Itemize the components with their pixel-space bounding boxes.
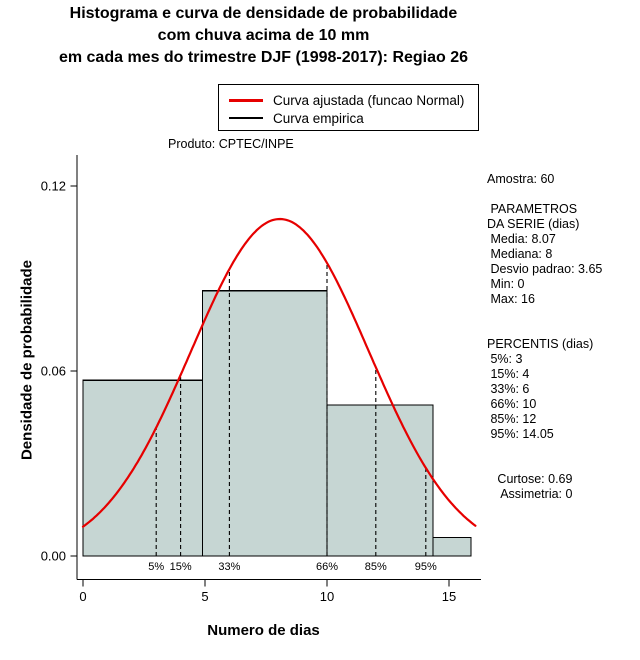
stats-line: Max: 16 (487, 292, 535, 306)
y-tick-label: 0.12 (41, 179, 66, 194)
stats-line: 66%: 10 (487, 397, 537, 411)
stats-line: 95%: 14.05 (487, 427, 554, 441)
y-tick-label: 0.00 (41, 549, 66, 564)
stats-line: Assimetria: 0 (487, 487, 573, 501)
percentile-label: 15% (170, 561, 192, 573)
stats-line (487, 457, 602, 472)
stats-line: Mediana: 8 (487, 247, 553, 261)
stats-line (487, 442, 602, 457)
stats-line (487, 307, 602, 322)
y-tick-label: 0.06 (41, 364, 66, 379)
stats-line: 15%: 4 (487, 367, 530, 381)
stats-line: 5%: 3 (487, 352, 523, 366)
stats-line (487, 187, 602, 202)
stats-line: 33%: 6 (487, 382, 530, 396)
percentile-label: 95% (415, 561, 437, 573)
legend-label-empirical-curve: Curva empirica (273, 110, 364, 126)
x-tick-label: 10 (320, 589, 334, 604)
stats-line: PARAMETROS (487, 202, 578, 216)
x-tick-label: 0 (79, 589, 86, 604)
stats-line: Desvio padrao: 3.65 (487, 262, 603, 276)
chart-title-line-2: com chuva acima de 10 mm (157, 27, 370, 44)
percentile-label: 33% (218, 561, 240, 573)
chart-title: Histograma e curva de densidade de proba… (0, 3, 527, 69)
stats-line: Curtose: 0.69 (487, 472, 573, 486)
percentile-label: 85% (365, 561, 387, 573)
y-axis-label: Densidade de probabilidade (18, 259, 36, 461)
x-axis-label: Numero de dias (207, 622, 320, 639)
stats-line: 85%: 12 (487, 412, 537, 426)
histogram-bar (432, 536, 472, 557)
histogram-bar (326, 404, 434, 557)
histogram-bar (82, 379, 204, 557)
legend-label-fitted-curve: Curva ajustada (funcao Normal) (273, 92, 465, 108)
fitted-curve-line-swatch (229, 98, 263, 102)
chart-title-line-3: em cada mes do trimestre DJF (1998-2017)… (58, 49, 469, 66)
chart-title-line-1: Histograma e curva de densidade de proba… (69, 5, 458, 22)
stats-line: DA SERIE (dias) (487, 217, 580, 231)
stats-line: PERCENTIS (dias) (487, 337, 594, 351)
stats-line (487, 322, 602, 337)
percentile-label: 66% (316, 561, 338, 573)
stats-panel: Amostra: 60 PARAMETROS DA SERIE (dias) Me… (487, 172, 602, 502)
legend: Curva ajustada (funcao Normal) Curva emp… (218, 84, 479, 131)
empirical-curve-line-swatch (229, 117, 263, 119)
x-tick-label: 15 (442, 589, 456, 604)
normal-curve (81, 217, 477, 528)
stats-line: Amostra: 60 (487, 172, 555, 186)
percentile-label: 5% (148, 561, 164, 573)
product-label: Produto: CPTEC/INPE (168, 137, 294, 151)
histogram-bar (202, 290, 328, 557)
legend-item-fitted-curve: Curva ajustada (funcao Normal) (229, 91, 478, 109)
legend-item-empirical-curve: Curva empirica (229, 109, 478, 127)
stats-line: Min: 0 (487, 277, 525, 291)
stats-line: Media: 8.07 (487, 232, 556, 246)
x-tick-label: 5 (201, 589, 208, 604)
